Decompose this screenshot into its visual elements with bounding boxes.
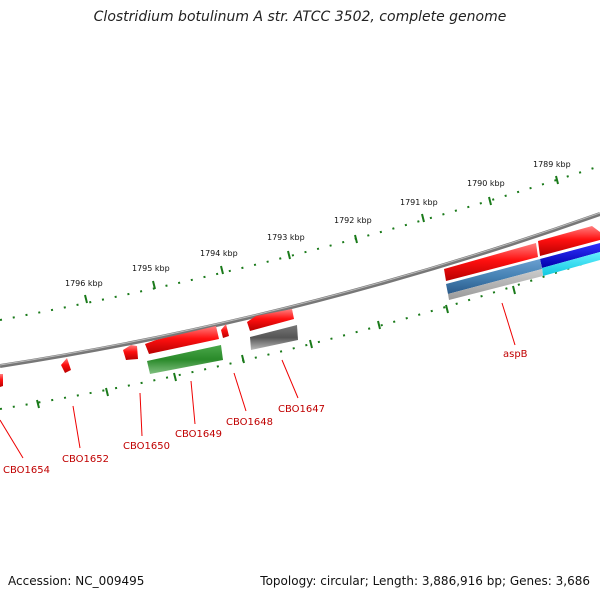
topology-value: circular; xyxy=(320,574,369,588)
genes-value: 3,686 xyxy=(555,574,590,588)
accession-value: NC_009495 xyxy=(75,574,145,588)
gene-label-CBO1647[interactable]: CBO1647 xyxy=(278,404,325,415)
gene-feature-blue[interactable] xyxy=(540,243,600,268)
tick-label-1796: 1796 kbp xyxy=(65,279,103,288)
gene-feature-red-small[interactable] xyxy=(221,324,229,338)
gene-feature-CBO1654[interactable] xyxy=(0,374,3,387)
tick-label-1794: 1794 kbp xyxy=(200,249,238,258)
length-label: Length: xyxy=(372,574,419,588)
gene-feature-cyan[interactable] xyxy=(542,252,600,276)
tick-label-1792: 1792 kbp xyxy=(334,216,372,225)
accession-label: Accession: xyxy=(8,574,72,588)
genome-backbone-highlight xyxy=(0,212,600,366)
genome-summary: Topology: circular; Length: 3,886,916 bp… xyxy=(260,574,590,588)
gene-label-CBO1650[interactable]: CBO1650 xyxy=(123,441,170,452)
gene-label-CBO1648[interactable]: CBO1648 xyxy=(226,417,273,428)
inner-major-ticks xyxy=(36,285,516,409)
gene-leader-lines xyxy=(0,302,516,459)
gene-feature-CBO1647-red[interactable] xyxy=(247,309,294,331)
gene-label-aspB[interactable]: aspB xyxy=(503,349,528,360)
gene-feature-aspB-steelblue[interactable] xyxy=(446,259,543,300)
tick-label-1793: 1793 kbp xyxy=(267,233,305,242)
outer-major-ticks xyxy=(84,175,559,304)
length-value: 3,886,916 bp; xyxy=(421,574,507,588)
gene-feature-CBO1649-green[interactable] xyxy=(147,345,223,374)
gene-feature-CBO1652[interactable] xyxy=(61,358,71,373)
gene-label-CBO1649[interactable]: CBO1649 xyxy=(175,429,222,440)
genome-backbone xyxy=(0,212,600,368)
gene-feature-CBO1649-red[interactable] xyxy=(145,326,219,354)
gene-feature-aspB-forward[interactable] xyxy=(444,226,600,281)
tick-label-1789: 1789 kbp xyxy=(533,160,571,169)
gene-label-CBO1652[interactable]: CBO1652 xyxy=(62,454,109,465)
tick-label-1795: 1795 kbp xyxy=(132,264,170,273)
tick-label-1790: 1790 kbp xyxy=(467,179,505,188)
gene-label-CBO1654[interactable]: CBO1654 xyxy=(3,465,50,476)
genome-title: Clostridium botulinum A str. ATCC 3502, … xyxy=(93,9,507,25)
topology-label: Topology: xyxy=(260,574,317,588)
genes-label: Genes: xyxy=(509,574,552,588)
gene-feature-CBO1650[interactable] xyxy=(123,345,138,360)
tick-label-1791: 1791 kbp xyxy=(400,198,438,207)
accession-info: Accession: NC_009495 xyxy=(8,574,144,588)
gene-feature-CBO1647-gray[interactable] xyxy=(250,325,298,350)
